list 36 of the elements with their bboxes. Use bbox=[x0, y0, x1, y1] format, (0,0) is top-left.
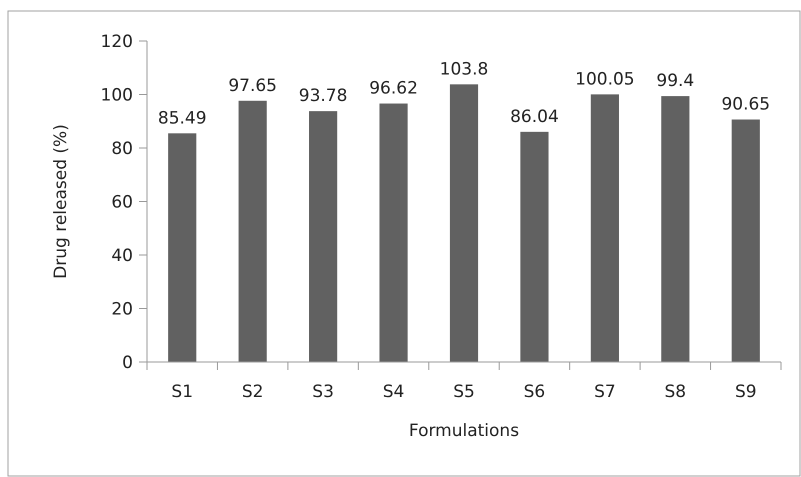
x-tick-label: S8 bbox=[664, 382, 686, 402]
data-label: 85.49 bbox=[158, 108, 207, 128]
x-tick-label: S7 bbox=[594, 382, 616, 402]
y-tick-label: 60 bbox=[111, 192, 133, 212]
x-tick-label: S9 bbox=[734, 382, 757, 402]
y-tick-label: 100 bbox=[100, 85, 133, 106]
data-label: 93.78 bbox=[298, 86, 348, 106]
data-label: 99.4 bbox=[656, 71, 694, 92]
data-label: 103.8 bbox=[440, 59, 488, 80]
x-tick-label: S3 bbox=[312, 382, 334, 402]
y-tick-label: 120 bbox=[100, 32, 133, 52]
y-axis-title: Drug released (%) bbox=[51, 124, 71, 279]
bar bbox=[238, 100, 267, 362]
data-label: 97.65 bbox=[228, 76, 278, 96]
y-tick-label: 40 bbox=[111, 246, 133, 266]
data-label: 90.65 bbox=[721, 94, 770, 115]
x-tick-label: S4 bbox=[382, 382, 404, 402]
bar bbox=[168, 133, 196, 362]
data-label: 96.62 bbox=[369, 78, 418, 99]
x-axis-title: Formulations bbox=[408, 421, 520, 441]
bar bbox=[520, 132, 549, 362]
bar bbox=[590, 94, 619, 362]
bar bbox=[309, 111, 338, 362]
bar bbox=[379, 104, 408, 362]
x-tick-label: S1 bbox=[171, 382, 194, 402]
data-label: 100.05 bbox=[575, 69, 635, 90]
x-tick-label: S6 bbox=[524, 382, 546, 402]
y-tick-label: 0 bbox=[122, 352, 133, 373]
data-label: 86.04 bbox=[510, 106, 559, 127]
bar bbox=[732, 120, 760, 362]
bar bbox=[661, 96, 690, 362]
y-tick-label: 80 bbox=[111, 138, 133, 159]
bar bbox=[450, 84, 478, 362]
x-tick-label: S2 bbox=[242, 382, 264, 402]
x-tick-label: S5 bbox=[453, 382, 475, 402]
y-tick-label: 20 bbox=[111, 299, 133, 320]
